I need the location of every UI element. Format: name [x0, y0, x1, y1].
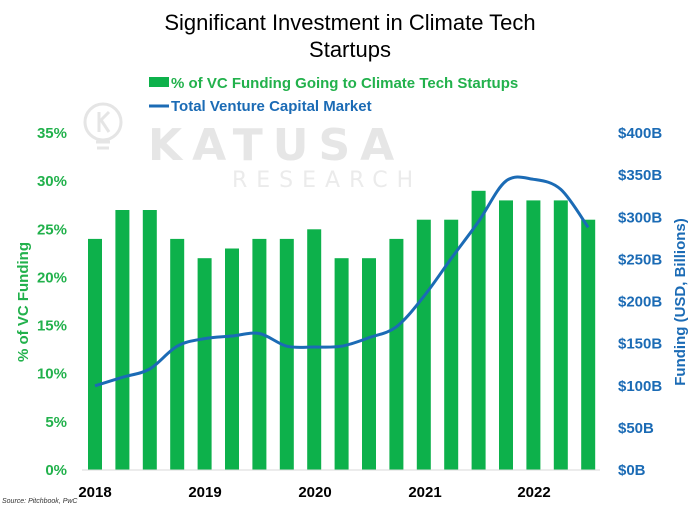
y-left-tick-label: 5% [45, 414, 67, 431]
source-note: Source: Pitchbook, PwC [2, 498, 78, 505]
y-right-tick-label: $200B [618, 294, 662, 311]
chart-title-line-2: Startups [309, 37, 391, 62]
y-right-tick-label: $50B [618, 420, 654, 437]
y-right-tick-label: $0B [618, 462, 646, 479]
y-right-tick-label: $300B [618, 209, 662, 226]
bar-4 [197, 258, 212, 470]
legend: % of VC Funding Going to Climate Tech St… [149, 75, 518, 115]
y-right-tick-label: $350B [618, 167, 662, 184]
legend-bar-label: % of VC Funding Going to Climate Tech St… [171, 75, 518, 92]
legend-bar-swatch [149, 77, 169, 87]
ticks-layer: 0% 5% 10% 15% 20% 25% 30% 35% $0B $50B $100B $150B $… [37, 125, 662, 501]
y-left-tick-label: 20% [37, 269, 67, 286]
bar-15 [499, 200, 513, 470]
x-tick-label: 2021 [408, 484, 441, 501]
bar-11 [389, 238, 404, 470]
bar-16 [526, 200, 541, 470]
bar-3 [170, 238, 185, 470]
y-right-tick-label: $250B [618, 251, 662, 268]
y-left-tick-label: 35% [37, 125, 67, 142]
bar-1 [115, 210, 130, 470]
line-layer [94, 175, 590, 388]
bar-2 [142, 210, 157, 470]
y-left-tick-label: 10% [37, 366, 67, 383]
y-axis-left-label: % of VC Funding [15, 242, 32, 362]
bar-6 [252, 238, 267, 470]
y-left-tick-label: 30% [37, 173, 67, 190]
x-tick-label: 2022 [517, 484, 550, 501]
bar-7 [279, 238, 294, 470]
y-right-tick-label: $400B [618, 125, 662, 142]
bar-0 [88, 238, 102, 470]
legend-line-label: Total Venture Capital Market [171, 98, 372, 115]
watermark: KATUSA RESEARCH [83, 102, 422, 193]
y-left-tick-label: 15% [37, 318, 67, 335]
y-left-tick-label: 0% [45, 462, 67, 479]
y-right-tick-label: $100B [618, 378, 662, 395]
y-right-tick-label: $150B [618, 336, 662, 353]
x-tick-label: 2020 [298, 484, 331, 501]
bar-10 [362, 258, 376, 470]
bar-8 [307, 229, 322, 470]
bar-9 [334, 258, 349, 470]
lightbulb-k-logo-icon [83, 102, 123, 150]
bar-17 [553, 200, 568, 470]
bar-18 [581, 219, 596, 470]
watermark-sub: RESEARCH [232, 168, 422, 193]
watermark-brand: KATUSA [148, 120, 404, 171]
y-left-tick-label: 25% [37, 221, 67, 238]
bar-5 [225, 248, 239, 470]
bars-layer [88, 190, 596, 471]
bar-12 [416, 219, 431, 470]
bar-13 [444, 219, 459, 470]
x-tick-label: 2019 [188, 484, 221, 501]
bar-14 [471, 190, 486, 471]
x-tick-label: 2018 [78, 484, 111, 501]
chart-title-line-1: Significant Investment in Climate Tech [164, 10, 535, 35]
y-axis-right-label: Funding (USD, Billions) [672, 218, 689, 385]
total-vc-line [94, 175, 590, 388]
